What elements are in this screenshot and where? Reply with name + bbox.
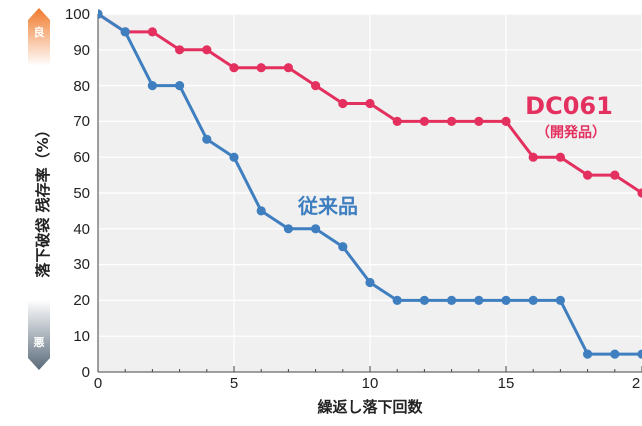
data-point [474, 116, 484, 126]
series-sublabel-dc061: （開発品） [536, 124, 606, 141]
data-point [229, 152, 239, 162]
x-tick-label: 10 [362, 375, 379, 392]
data-point [610, 349, 620, 359]
data-point [283, 224, 293, 234]
bad-marker-label: 悪 [34, 336, 45, 349]
data-point [501, 116, 511, 126]
data-point [311, 81, 321, 91]
x-tick-label: 5 [230, 375, 238, 392]
x-axis-title: 繰返し落下回数 [317, 398, 423, 416]
data-point [147, 27, 157, 37]
scale-marker: 良 悪 [28, 8, 50, 370]
x-tick-labels: 0 5 10 15 2 [94, 375, 640, 392]
data-point [338, 98, 348, 109]
data-point [583, 170, 593, 180]
y-tick-label: 50 [73, 185, 90, 202]
data-point [202, 134, 212, 144]
y-tick-label: 40 [73, 221, 90, 238]
y-tick-label: 80 [73, 78, 90, 95]
data-point [392, 295, 402, 305]
data-point [419, 116, 429, 126]
data-point [501, 295, 511, 305]
axes [97, 14, 642, 373]
data-point [447, 295, 457, 305]
bad-marker: 悪 [28, 300, 50, 370]
data-point [528, 152, 538, 162]
data-point [419, 295, 429, 305]
data-point [120, 27, 130, 37]
y-tick-label: 10 [73, 328, 90, 345]
good-marker: 良 [28, 8, 50, 66]
data-point [365, 98, 375, 109]
data-point [365, 277, 375, 288]
y-axis-title: 落下破袋 残存率（%） [34, 122, 52, 277]
series-layer [98, 9, 642, 359]
data-point [637, 349, 642, 359]
data-point [610, 170, 620, 180]
data-point [447, 116, 457, 126]
data-point [311, 224, 321, 234]
data-point [555, 295, 566, 305]
series-label-conventional: 従来品 [297, 194, 358, 218]
data-point [229, 63, 239, 73]
series-1 [98, 9, 642, 359]
series-label-dc061: DC061 [525, 92, 613, 120]
series-labels: DC061 （開発品） 従来品 [297, 92, 613, 218]
data-point [175, 81, 185, 91]
y-tick-label: 100 [65, 6, 90, 23]
data-point [583, 349, 593, 359]
y-tick-labels: 100 90 80 70 60 50 40 30 20 10 0 [65, 6, 90, 381]
x-tick-label: 15 [498, 375, 515, 392]
data-point [256, 63, 266, 73]
data-point [175, 45, 185, 55]
y-tick-label: 30 [73, 256, 90, 273]
y-tick-label: 20 [73, 292, 90, 309]
data-point [202, 45, 212, 55]
y-tick-label: 60 [73, 149, 90, 166]
data-point [474, 295, 484, 305]
data-point [338, 242, 348, 252]
data-point [283, 63, 293, 73]
data-point [98, 9, 103, 19]
good-marker-label: 良 [34, 25, 45, 39]
data-point [555, 152, 566, 162]
data-point [256, 206, 266, 216]
data-point [637, 188, 642, 198]
y-tick-label: 90 [73, 42, 90, 59]
y-tick-label: 70 [73, 113, 90, 130]
x-tick-label: 0 [94, 375, 102, 392]
data-point [392, 116, 402, 126]
data-point [147, 81, 157, 91]
x-tick-label: 2 [632, 375, 640, 392]
y-tick-label: 0 [82, 364, 90, 381]
data-point [528, 295, 538, 305]
